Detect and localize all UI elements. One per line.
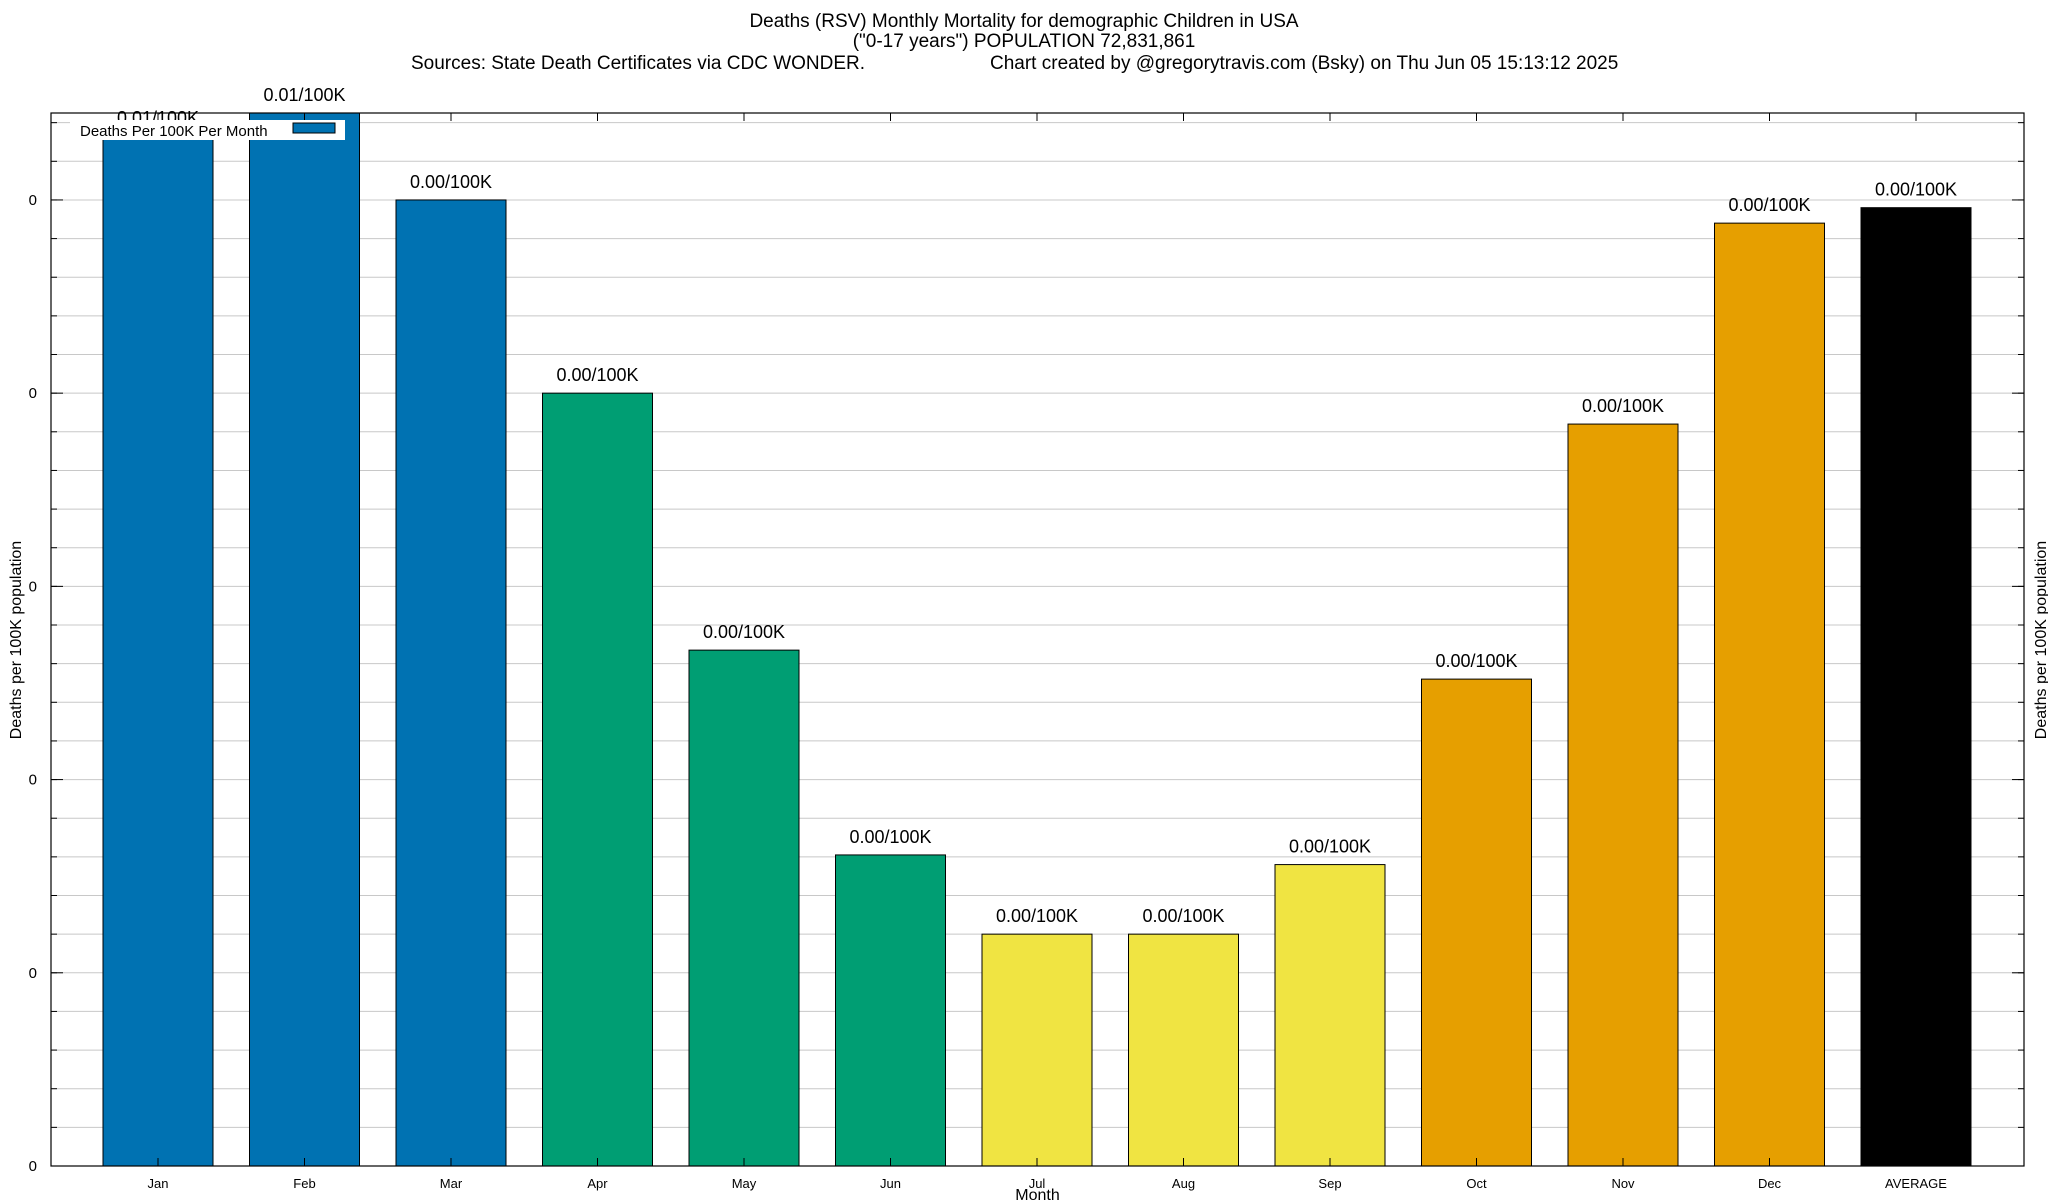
x-tick-label: Jan bbox=[148, 1176, 169, 1191]
bar bbox=[1274, 864, 1386, 1167]
bar bbox=[1128, 933, 1239, 1167]
bar-value-label: 0.00/100K bbox=[1728, 195, 1810, 215]
chart-title: Deaths (RSV) Monthly Mortality for demog… bbox=[749, 11, 1299, 32]
bar-value-label: 0.00/100K bbox=[849, 827, 931, 847]
bar bbox=[1714, 222, 1825, 1167]
bar bbox=[688, 649, 800, 1167]
bar-value-label: 0.00/100K bbox=[996, 906, 1078, 926]
x-tick-label: Nov bbox=[1611, 1176, 1635, 1191]
plot-frame bbox=[50, 112, 2025, 1167]
chart-subtitle: ("0-17 years") POPULATION 72,831,861 bbox=[852, 31, 1196, 52]
x-tick-label: Feb bbox=[293, 1176, 315, 1191]
y-tick-label: 0 bbox=[29, 772, 37, 789]
bar-value-label: 0.00/100K bbox=[1142, 906, 1224, 926]
bar-value-label: 0.00/100K bbox=[1435, 651, 1517, 671]
bar-value-label: 0.00/100K bbox=[556, 365, 638, 385]
y-tick-label: 0 bbox=[29, 578, 37, 595]
x-tick-label: Sep bbox=[1318, 1176, 1341, 1191]
legend-label: Deaths Per 100K Per Month bbox=[80, 123, 268, 140]
bar bbox=[1567, 423, 1679, 1167]
y-tick-label: 0 bbox=[29, 385, 37, 402]
x-tick-label: Apr bbox=[587, 1176, 608, 1191]
y-tick-label: 0 bbox=[29, 965, 37, 982]
x-tick-label: AVERAGE bbox=[1885, 1176, 1947, 1191]
bar bbox=[1421, 678, 1532, 1167]
x-tick-label: Oct bbox=[1466, 1176, 1487, 1191]
credit-text: Chart created by @gregorytravis.com (Bsk… bbox=[990, 53, 1619, 74]
y-tick-label: 0 bbox=[29, 192, 37, 209]
x-tick-label: Dec bbox=[1758, 1176, 1782, 1191]
x-tick-label: Jul bbox=[1029, 1176, 1046, 1191]
x-axis-label: Month bbox=[1015, 1187, 1059, 1200]
bar bbox=[835, 854, 946, 1167]
bar-value-label: 0.01/100K bbox=[263, 85, 345, 105]
legend-swatch bbox=[292, 122, 336, 134]
y-axis-label-left: Deaths per 100K population bbox=[8, 541, 25, 739]
sources-text: Sources: State Death Certificates via CD… bbox=[411, 53, 866, 74]
x-tick-label: Jun bbox=[880, 1176, 901, 1191]
bar-value-label: 0.00/100K bbox=[410, 172, 492, 192]
bar-value-label: 0.00/100K bbox=[1875, 180, 1957, 200]
chart-title-block: Deaths (RSV) Monthly Mortality for demog… bbox=[0, 12, 2048, 52]
bar bbox=[542, 392, 653, 1167]
x-tick-label: May bbox=[732, 1176, 757, 1191]
x-tick-label: Mar bbox=[440, 1176, 463, 1191]
y-axis-label-right: Deaths per 100K population bbox=[2033, 541, 2048, 739]
x-tick-label: Aug bbox=[1172, 1176, 1195, 1191]
bar bbox=[981, 933, 1093, 1167]
legend-box bbox=[70, 120, 345, 140]
bar-value-label: 0.00/100K bbox=[1582, 396, 1664, 416]
bar bbox=[395, 199, 507, 1167]
bar bbox=[249, 112, 360, 1167]
bar bbox=[102, 135, 214, 1167]
bar bbox=[1860, 207, 1972, 1167]
bar-value-label: 0.00/100K bbox=[1289, 837, 1371, 857]
y-tick-label: 0 bbox=[29, 1158, 37, 1175]
bar-value-label: 0.00/100K bbox=[703, 622, 785, 642]
